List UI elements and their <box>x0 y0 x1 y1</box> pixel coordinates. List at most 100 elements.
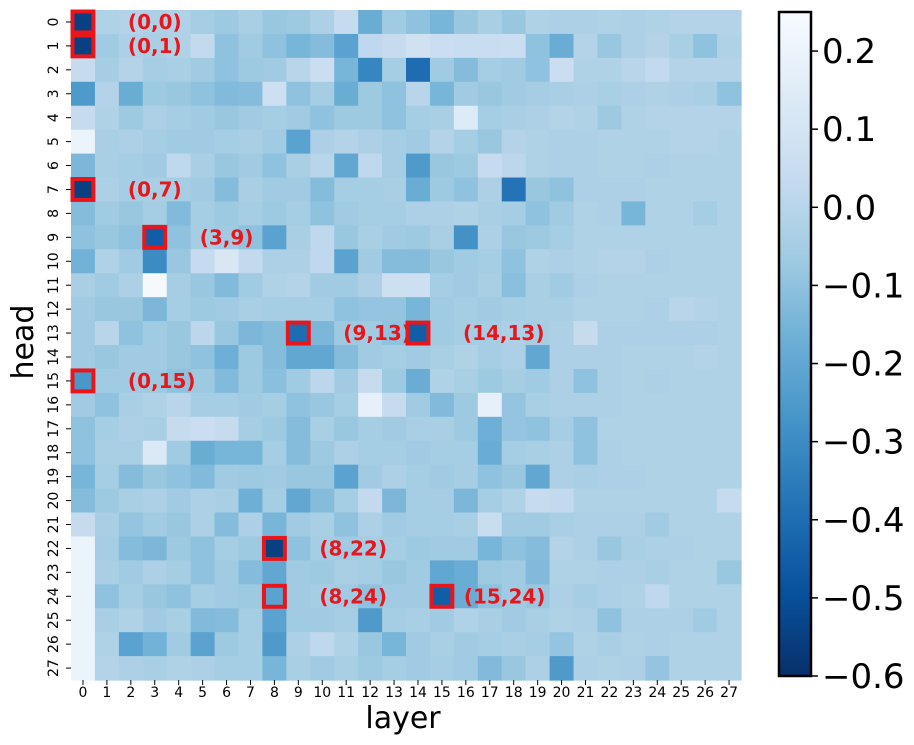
heatmap-cell <box>717 584 742 609</box>
heatmap-cell <box>142 512 168 538</box>
heatmap-cell <box>358 512 383 538</box>
heatmap-cell <box>645 536 670 561</box>
heatmap-cell <box>94 57 120 83</box>
heatmap-cell <box>166 368 192 394</box>
heatmap-cell <box>310 273 335 298</box>
heatmap-cell <box>190 153 216 179</box>
heatmap-cell <box>501 129 527 155</box>
heatmap-cell <box>262 632 287 657</box>
heatmap-cell <box>597 153 622 179</box>
heatmap-cell <box>525 10 551 35</box>
heatmap-cell <box>71 416 96 442</box>
heatmap-cell <box>214 656 240 681</box>
heatmap-cell <box>214 368 240 394</box>
heatmap-cell <box>406 153 431 179</box>
heatmap-cell <box>286 392 311 418</box>
heatmap-cell <box>429 10 455 35</box>
heatmap-cell <box>525 536 551 561</box>
heatmap-cell <box>190 10 216 35</box>
heatmap-cell <box>453 153 479 179</box>
heatmap-cell <box>501 10 527 35</box>
heatmap-cell <box>717 464 742 490</box>
heatmap-cell <box>501 536 527 561</box>
y-tick-label: 3 <box>46 89 62 98</box>
heatmap-cell <box>382 321 407 346</box>
heatmap-cell <box>477 345 503 370</box>
annotation-label: (3,9) <box>200 225 254 249</box>
heatmap-cell <box>262 33 287 59</box>
heatmap-cell <box>142 608 168 633</box>
heatmap-cell <box>429 656 455 681</box>
annotation-label: (14,13) <box>463 321 545 345</box>
heatmap-cell <box>166 536 192 561</box>
heatmap-cell <box>453 345 479 370</box>
y-axis-label: head <box>6 305 41 380</box>
heatmap-cell <box>717 10 742 35</box>
heatmap-cell <box>453 129 479 155</box>
heatmap-cell <box>310 584 335 609</box>
heatmap-cell <box>190 368 216 394</box>
heatmap-cell <box>453 632 479 657</box>
heatmap-cell <box>429 488 455 514</box>
heatmap-cell <box>358 608 383 633</box>
heatmap-cell <box>166 105 192 131</box>
heatmap-cell <box>190 297 216 322</box>
heatmap-cell <box>142 440 168 466</box>
heatmap-cell <box>214 416 240 442</box>
heatmap-cell <box>717 536 742 561</box>
heatmap-cell <box>118 225 144 250</box>
heatmap-cell <box>453 10 479 35</box>
heatmap-cell <box>477 656 503 681</box>
heatmap-cell <box>645 297 670 322</box>
heatmap-cell <box>71 105 96 131</box>
heatmap-cell <box>310 656 335 681</box>
heatmap-cell <box>597 273 622 298</box>
heatmap-cell <box>429 632 455 657</box>
heatmap-cell <box>382 656 407 681</box>
heatmap-cell <box>142 297 168 322</box>
heatmap-cell <box>573 57 599 83</box>
colorbar-tick-label: −0.1 <box>822 266 905 306</box>
heatmap-cell <box>429 249 455 274</box>
heatmap-cell <box>71 129 96 155</box>
heatmap-cell <box>94 345 120 370</box>
heatmap-cell <box>71 297 96 322</box>
heatmap-cell <box>406 129 431 155</box>
heatmap-cell <box>358 416 383 442</box>
annotation-box <box>261 535 287 561</box>
heatmap-cell <box>621 321 646 346</box>
heatmap-cell <box>573 201 599 226</box>
heatmap-cell <box>310 560 335 585</box>
heatmap-cell <box>118 129 144 155</box>
heatmap-cell <box>573 81 599 107</box>
heatmap-cell <box>573 440 599 466</box>
heatmap-cell <box>501 440 527 466</box>
heatmap-cell <box>286 656 311 681</box>
heatmap-cell <box>717 81 742 107</box>
heatmap-cell <box>429 129 455 155</box>
heatmap-cell <box>310 464 335 490</box>
heatmap-cell <box>693 368 718 394</box>
heatmap-cell <box>645 440 670 466</box>
heatmap-cell <box>525 273 551 298</box>
heatmap-cell <box>621 129 646 155</box>
heatmap-cell <box>358 560 383 585</box>
heatmap-cell <box>190 488 216 514</box>
heatmap-cell <box>406 225 431 250</box>
heatmap-cell <box>693 392 718 418</box>
heatmap-cell <box>453 321 479 346</box>
y-tick-label: 4 <box>46 113 62 122</box>
heatmap-cell <box>190 57 216 83</box>
heatmap-cell <box>645 81 670 107</box>
heatmap-cell <box>429 560 455 585</box>
heatmap-cell <box>71 81 96 107</box>
heatmap-cell <box>238 273 264 298</box>
heatmap-cell <box>382 249 407 274</box>
heatmap-cell <box>573 297 599 322</box>
heatmap-cell <box>549 464 575 490</box>
heatmap-cell <box>118 321 144 346</box>
heatmap-cell <box>262 153 287 179</box>
heatmap-cell <box>501 632 527 657</box>
heatmap-cell <box>94 129 120 155</box>
heatmap-cell <box>238 33 264 59</box>
